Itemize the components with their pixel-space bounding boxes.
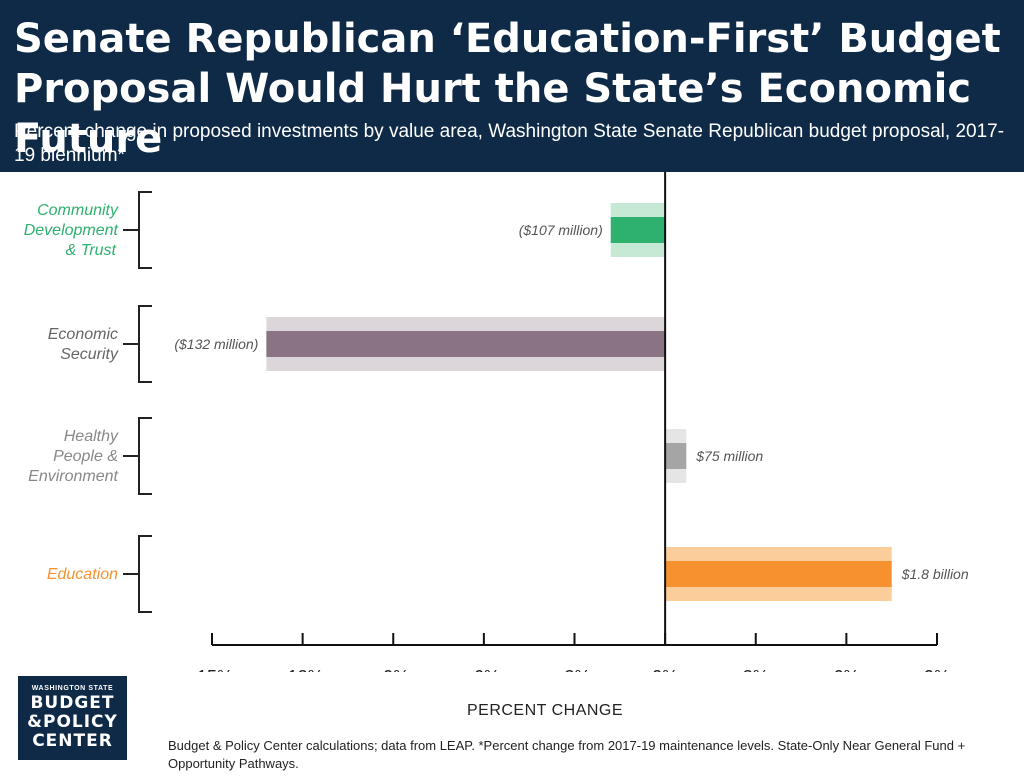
bracket-healthy-people-environment bbox=[123, 417, 152, 495]
x-tick-label: -15% bbox=[191, 667, 233, 672]
data-label-education: $1.8 billion bbox=[901, 566, 969, 582]
logo-line-4: CENTER bbox=[32, 731, 113, 751]
x-tick-label: 3% bbox=[743, 667, 769, 672]
data-label-healthy-people-environment: $75 million bbox=[695, 448, 763, 464]
logo-line-1: WASHINGTON STATE bbox=[31, 685, 114, 692]
bracket-education bbox=[123, 535, 152, 613]
x-tick-label: -9% bbox=[377, 667, 409, 672]
category-brackets bbox=[123, 191, 152, 613]
bracket-community-development-trust bbox=[123, 191, 152, 269]
category-label-economic-security: Economic Security bbox=[48, 326, 119, 363]
x-axis: -15% -12% -9% -6% -3% 0% 3% 6% 9% bbox=[191, 172, 950, 672]
x-tick-label: -6% bbox=[468, 667, 500, 672]
chart-title: Senate Republican ‘Education-First’ Budg… bbox=[14, 16, 1001, 162]
data-label-economic-security: ($132 million) bbox=[174, 336, 258, 352]
logo-line-2: BUDGET bbox=[30, 693, 115, 713]
data-label-community-development-trust: ($107 million) bbox=[519, 222, 603, 238]
bars-layer bbox=[266, 203, 892, 601]
bar-community-development-trust bbox=[610, 217, 666, 243]
x-tick-label: 6% bbox=[833, 667, 859, 672]
x-tick-label: 0% bbox=[652, 667, 678, 672]
x-tick-label: -12% bbox=[282, 667, 324, 672]
source-note: Budget & Policy Center calculations; dat… bbox=[168, 738, 966, 771]
bpc-logo: WASHINGTON STATE BUDGET &POLICY CENTER bbox=[18, 676, 127, 760]
x-tick-label: 9% bbox=[924, 667, 950, 672]
bar-education bbox=[665, 561, 892, 587]
bar-economic-security bbox=[266, 331, 666, 357]
category-labels: Community Development & Trust Economic Secur… bbox=[24, 202, 119, 583]
data-labels: ($107 million) ($132 million) $75 million $… bbox=[174, 222, 969, 582]
bar-chart: Community Development & Trust Economic Secur… bbox=[24, 172, 969, 672]
bar-healthy-people-environment bbox=[665, 443, 687, 469]
category-label-community-development-trust: Community Development & Trust bbox=[24, 202, 119, 259]
x-tick-label: -3% bbox=[558, 667, 590, 672]
header-banner: Senate Republican ‘Education-First’ Budg… bbox=[0, 0, 1024, 172]
category-label-education: Education bbox=[47, 566, 118, 583]
category-label-healthy-people-environment: Healthy People & Environment bbox=[28, 428, 119, 485]
bracket-economic-security bbox=[123, 305, 152, 383]
x-axis-title: PERCENT CHANGE bbox=[466, 702, 624, 719]
logo-line-3: &POLICY bbox=[27, 712, 118, 732]
chart-subtitle: Percent change in proposed investments b… bbox=[14, 121, 1005, 166]
